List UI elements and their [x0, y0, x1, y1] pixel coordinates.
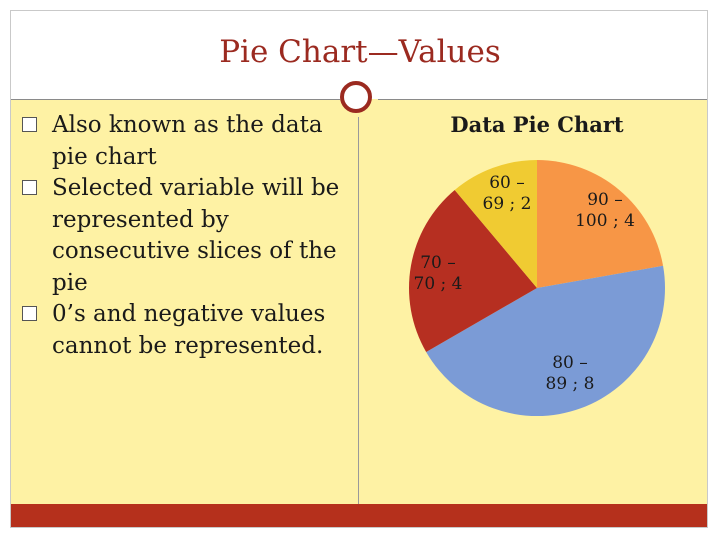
- footer-bar: [11, 504, 707, 527]
- slice-label: 60 –69 ; 2: [483, 173, 532, 214]
- bullet-box-icon: [22, 306, 37, 321]
- bullet-item: 0’s and negative values cannot be repres…: [20, 299, 350, 362]
- chart-title: Data Pie Chart: [450, 112, 624, 137]
- slice-label: 70 –70 ; 4: [414, 253, 463, 294]
- pie-slice: [409, 189, 537, 352]
- bullet-text: Selected variable will be represented by…: [52, 175, 340, 296]
- circle-ornament: [340, 81, 372, 113]
- bullet-box-icon: [22, 117, 37, 132]
- bullet-list: Also known as the data pie chart Selecte…: [20, 110, 350, 362]
- bullet-box-icon: [22, 180, 37, 195]
- pie-slice: [537, 159, 664, 288]
- column-divider: [358, 117, 359, 504]
- bullet-text: 0’s and negative values cannot be repres…: [52, 301, 326, 359]
- pie-slice: [454, 160, 537, 288]
- bullet-item: Selected variable will be represented by…: [20, 173, 350, 299]
- slice-label: 90 –100 ; 4: [575, 190, 635, 231]
- slice-label: 80 –89 ; 8: [546, 353, 595, 394]
- title-separator-left: [11, 99, 340, 100]
- slide-frame: [10, 10, 708, 528]
- bullet-text: Also known as the data pie chart: [52, 112, 323, 170]
- title-separator-right: [378, 99, 707, 100]
- pie-slice: [426, 265, 666, 417]
- bullet-item: Also known as the data pie chart: [20, 110, 350, 173]
- slide-title: Pie Chart—Values: [219, 34, 501, 70]
